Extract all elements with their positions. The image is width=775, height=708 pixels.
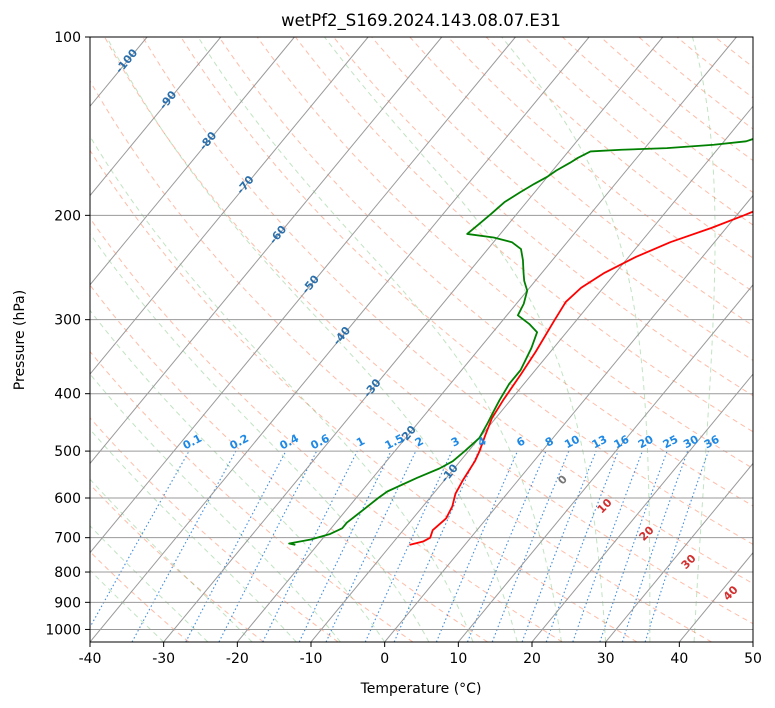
mixing-ratio-line [325, 450, 417, 642]
x-tick-label: 40 [670, 651, 688, 667]
grid [90, 37, 753, 642]
mixing-ratio-line [393, 450, 480, 642]
dry-adiabat-line [180, 37, 753, 545]
series-line-dewpoint [288, 138, 753, 546]
series-line-temperature [409, 210, 753, 546]
mixing-ratio-line [599, 450, 668, 642]
mixing-ratio-line [435, 450, 518, 642]
y-tick-label: 300 [54, 313, 81, 329]
isotherm-line [90, 37, 222, 197]
isotherm-line [90, 37, 443, 465]
dry-adiabat-line [562, 37, 753, 194]
dry-adiabat-line [485, 37, 753, 259]
isotherm-line [90, 37, 369, 375]
isotherm-line [605, 462, 753, 642]
y-tick-label: 200 [54, 208, 81, 224]
dry-adiabat-line [90, 350, 414, 642]
y-tick-label: 900 [54, 595, 81, 611]
x-tick-label: 0 [380, 651, 389, 667]
y-tick-label: 500 [54, 444, 81, 460]
mixing-ratio-label: 20 [636, 433, 656, 452]
isotherm-line [457, 284, 753, 642]
isotherm-line [90, 37, 590, 642]
dry-adiabat-line [295, 37, 753, 433]
x-axis-label: Temperature (°C) [360, 681, 482, 697]
isotherm-line [236, 37, 737, 642]
dry-adiabat-line [600, 37, 753, 162]
isotherm-line [90, 37, 516, 554]
moist-adiabat-line [90, 478, 253, 642]
chart-title: wetPf2_S169.2024.143.08.07.E31 [281, 11, 561, 31]
dry-adiabat-line [90, 483, 264, 642]
dry-adiabat-line [333, 37, 753, 397]
profiles [288, 138, 753, 546]
x-tick-label: 20 [523, 651, 541, 667]
x-axis: -40 -30 -20 -10 0 10 20 30 40 50 [79, 642, 762, 667]
mixing-ratio-line [621, 450, 689, 642]
isotherm-line [531, 373, 753, 642]
mixing-ratio-line [298, 450, 392, 642]
moist-adiabat-line [106, 37, 518, 642]
mixing-ratio-label: 30 [681, 433, 701, 452]
isotherm-line [310, 105, 753, 642]
x-tick-label: -10 [300, 651, 323, 667]
isotherm-line [384, 194, 753, 642]
mixing-ratio-line [644, 450, 709, 642]
x-tick-label: 50 [744, 651, 762, 667]
mixing-ratio-label: 36 [702, 433, 722, 452]
dry-adiabat-line [104, 37, 753, 625]
mixing-ratio-label: 16 [612, 433, 632, 452]
y-tick-label: 600 [54, 491, 81, 507]
y-tick-label: 400 [54, 387, 81, 403]
x-tick-label: -20 [226, 651, 249, 667]
x-tick-label: -30 [152, 651, 175, 667]
x-tick-label: 10 [449, 651, 467, 667]
x-tick-label: -40 [79, 651, 102, 667]
y-axis-label: Pressure (hPa) [12, 290, 28, 390]
x-tick-label: 30 [597, 651, 615, 667]
dry-adiabat-line [90, 79, 712, 642]
moist-adiabat-line [90, 232, 430, 642]
mixing-ratio-label: 13 [590, 433, 610, 452]
isotherm-line [90, 37, 295, 286]
isotherm-line [163, 37, 664, 642]
mixing-ratio-line [262, 450, 358, 642]
mixing-ratio-line [90, 450, 190, 629]
dry-adiabat-line [90, 284, 488, 642]
moist-adiabat-line [90, 135, 474, 642]
y-tick-label: 700 [54, 531, 81, 547]
mixing-ratio-label: 25 [661, 433, 681, 452]
mixing-ratio-line [572, 450, 643, 642]
dry-adiabat-line [523, 37, 753, 226]
moist-adiabat-line [90, 373, 341, 642]
moist-adiabat-line [90, 428, 297, 642]
mixing-ratio-label: 10 [562, 432, 582, 451]
dry-adiabat-line [142, 37, 753, 585]
moist-adiabat-line [691, 37, 716, 642]
mixing-ratio-line [131, 450, 237, 642]
y-tick-label: 100 [54, 30, 81, 46]
dry-adiabat-line [218, 37, 753, 507]
y-axis: 1000 900 800 700 600 500 400 300 200 100 [45, 30, 90, 638]
moist-adiabat-line [501, 37, 651, 642]
plot-frame [89, 36, 754, 643]
moist-adiabat-line [324, 37, 607, 642]
mixing-ratio-line [364, 450, 453, 642]
y-tick-label: 800 [54, 565, 81, 581]
y-tick-label: 1000 [45, 622, 81, 638]
